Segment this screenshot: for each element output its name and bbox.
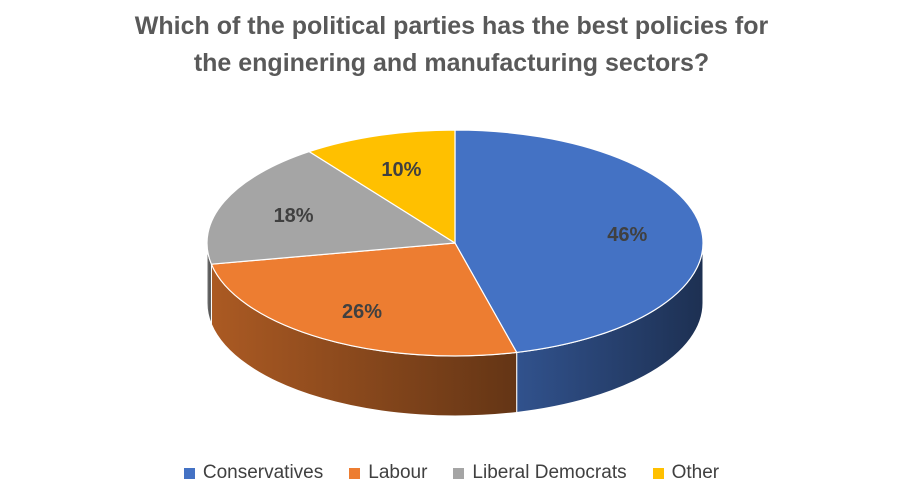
legend-item-labour: Labour <box>349 462 427 484</box>
legend-swatch-conservatives <box>183 467 195 479</box>
legend-swatch-other <box>652 467 664 479</box>
pie-slice-liberal-democrats <box>206 150 456 265</box>
legend-label-other: Other <box>671 462 720 483</box>
legend: Conservatives Labour Liberal Democrats O… <box>0 462 903 484</box>
legend-item-other: Other <box>652 462 720 484</box>
legend-swatch-liberal-democrats <box>453 467 465 479</box>
legend-label-liberal-democrats: Liberal Democrats <box>472 462 627 483</box>
pie-slice-labour <box>210 242 518 357</box>
chart-title-line-1: Which of the political parties has the b… <box>134 12 769 40</box>
legend-label-conservatives: Conservatives <box>202 462 324 483</box>
data-label-conservatives: 46% <box>607 224 647 246</box>
legend-item-conservatives: Conservatives <box>183 462 324 484</box>
chart-title-line-2: the enginering and manufacturing sectors… <box>193 49 710 77</box>
pie-slice-conservatives <box>454 129 704 354</box>
data-label-liberal-democrats: 18% <box>274 205 314 227</box>
chart-title: Which of the political parties has the b… <box>0 8 903 82</box>
legend-swatch-labour <box>349 467 361 479</box>
data-label-other: 10% <box>381 159 421 181</box>
legend-label-labour: Labour <box>368 462 428 483</box>
legend-item-liberal-democrats: Liberal Democrats <box>453 462 627 484</box>
pie-slice-other <box>308 129 456 244</box>
data-label-labour: 26% <box>342 301 382 323</box>
